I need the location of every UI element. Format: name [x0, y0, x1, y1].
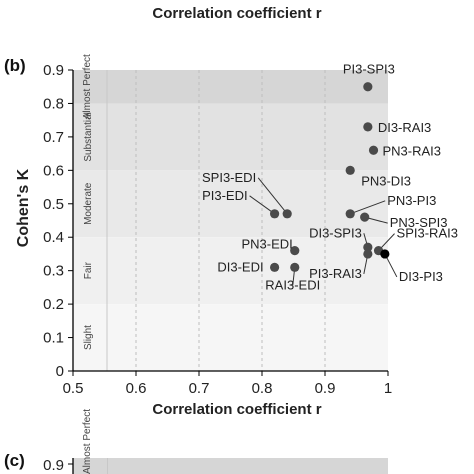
- data-point: [380, 249, 390, 259]
- y-tick-label: 0.4: [43, 229, 64, 246]
- y-tick-label: 0.3: [43, 263, 64, 280]
- point-label: PN3-RAI3: [383, 143, 442, 158]
- y-tick-label: 0.9: [43, 62, 64, 79]
- point-label: PI3-EDI: [202, 188, 248, 203]
- panel-label-b: (b): [4, 56, 26, 75]
- agreement-band-label: Fair: [83, 261, 94, 279]
- point-label: PN3-DI3: [361, 173, 411, 188]
- data-point: [363, 242, 373, 252]
- agreement-band-label: Slight: [83, 325, 94, 350]
- data-points: [270, 82, 390, 272]
- agreement-band: [73, 237, 388, 305]
- point-label: PN3-SPI3: [390, 215, 448, 230]
- agreement-bands: [73, 70, 388, 371]
- agreement-band: [73, 458, 388, 474]
- point-label: SPI3-RAI3: [397, 226, 458, 241]
- x-tick-label: 0.9: [315, 380, 336, 397]
- data-point: [270, 209, 280, 219]
- y-tick-label: 0.9: [43, 457, 64, 474]
- x-tick-label: 0.5: [63, 380, 84, 397]
- leader-line: [350, 200, 386, 215]
- data-point: [360, 212, 370, 222]
- x-tick-label: 1: [384, 380, 392, 397]
- x-axis-label: Correlation coefficient r: [152, 401, 321, 418]
- data-point: [345, 165, 355, 175]
- point-label: PN3-PI3: [387, 193, 436, 208]
- data-point: [270, 262, 280, 272]
- y-tick-label: 0.5: [43, 196, 64, 213]
- point-label: SPI3-EDI: [202, 170, 256, 185]
- point-label: PI3-SPI3: [343, 62, 395, 77]
- agreement-band: [73, 70, 388, 104]
- y-tick-labels: 0.9 0.8 0.7 0.6 0.5 0.4 0.3 0.2 0.1 0: [43, 62, 73, 380]
- agreement-band: [73, 103, 388, 171]
- y-tick-label: 0.2: [43, 296, 64, 313]
- data-point: [363, 249, 373, 259]
- top-x-axis-label: Correlation coefficient r: [152, 5, 321, 22]
- data-point: [363, 122, 373, 132]
- agreement-band-label: Almost Perfect: [82, 409, 93, 474]
- y-tick-label: 0.6: [43, 162, 64, 179]
- vertical-gridlines: [135, 70, 326, 371]
- point-label: DI3-PI3: [399, 269, 443, 284]
- agreement-band-label: Substantial: [83, 112, 94, 161]
- data-point: [290, 246, 300, 256]
- y-tick-label: 0.8: [43, 95, 64, 112]
- agreement-band: [73, 304, 388, 371]
- data-point: [368, 145, 379, 155]
- data-point: [282, 209, 292, 219]
- point-label: PN3-EDI: [241, 237, 292, 252]
- band-label-separator: [107, 458, 108, 474]
- x-tick-label: 0.8: [252, 380, 273, 397]
- data-point: [290, 262, 300, 272]
- agreement-band: [73, 170, 388, 238]
- y-tick-label: 0: [56, 363, 64, 380]
- leader-line: [249, 195, 275, 215]
- x-tick-labels: 0.5 0.6 0.7 0.8 0.9 1: [63, 371, 392, 397]
- agreement-band-label: Almost Perfect: [82, 54, 93, 119]
- point-label: DI3-EDI: [217, 259, 263, 274]
- x-tick-label: 0.7: [189, 380, 210, 397]
- panel-label-c: (c): [4, 451, 25, 470]
- point-label: DI3-RAI3: [378, 120, 431, 135]
- agreement-band-label: Moderate: [83, 182, 94, 225]
- axes: [72, 70, 388, 372]
- point-label: RAI3-EDI: [265, 277, 320, 292]
- point-labels: PI3-SPI3 DI3-RAI3 PN3-RAI3 PN3-DI3 PN3-PI3 PN…: [202, 62, 458, 293]
- data-point: [345, 209, 355, 219]
- leader-line: [257, 177, 288, 215]
- panel-c: 0.9 Almost Perfect: [43, 409, 388, 474]
- y-axis-label: Cohen's K: [15, 168, 32, 247]
- data-point: [363, 82, 373, 92]
- x-tick-label: 0.6: [126, 380, 147, 397]
- y-tick-label: 0.1: [43, 330, 64, 347]
- point-label: DI3-SPI3: [309, 225, 362, 240]
- point-label: PI3-RAI3: [309, 266, 362, 281]
- y-tick-label: 0.7: [43, 129, 64, 146]
